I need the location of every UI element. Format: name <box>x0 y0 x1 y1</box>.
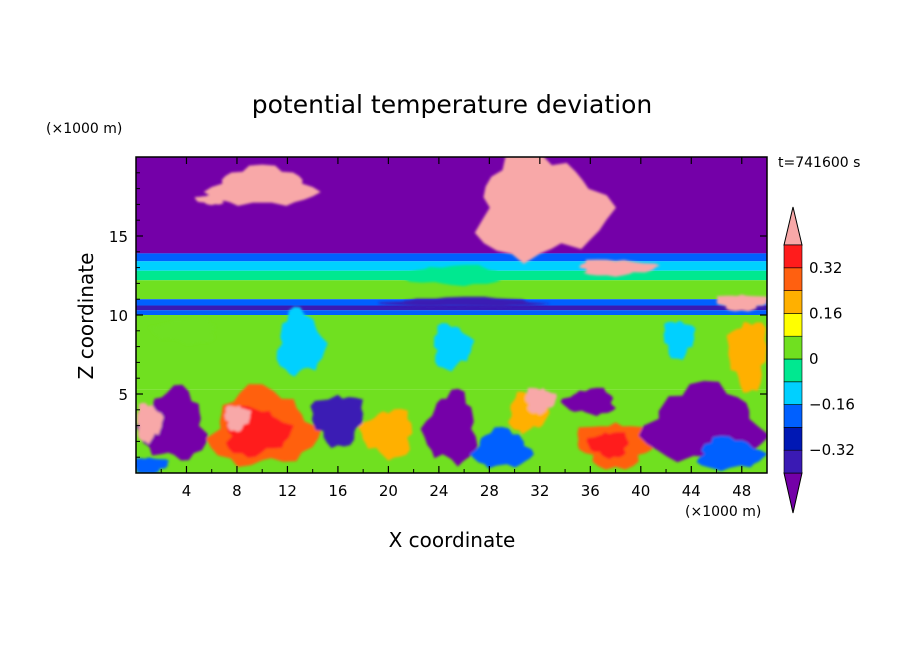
x-unit-label: (×1000 m) <box>685 504 761 520</box>
field-patch-12 <box>136 384 208 461</box>
field-patch-1 <box>474 157 616 264</box>
y-tick-label-1: 10 <box>109 307 128 325</box>
time-label: t=741600 s <box>778 155 860 171</box>
field-patch-26 <box>696 435 767 472</box>
colorbar-segment-8 <box>783 267 803 291</box>
field-patch-17 <box>358 408 413 461</box>
x-tick-label-8: 36 <box>581 482 600 500</box>
field-patch-4 <box>194 195 227 206</box>
field-patch-2 <box>579 259 660 277</box>
field-patch-24 <box>560 387 616 417</box>
field-patch-7 <box>276 306 328 377</box>
colorbar-segment-9 <box>783 244 803 269</box>
field-band-1 <box>136 253 767 262</box>
x-tick-label-4: 20 <box>379 482 398 500</box>
y-unit-label: (×1000 m) <box>46 121 122 137</box>
field-patch-28 <box>136 457 170 473</box>
colorbar-tick-label-0: 0.32 <box>809 259 842 277</box>
x-tick-label-9: 40 <box>631 482 650 500</box>
x-tick-label-2: 12 <box>278 482 297 500</box>
field-patch-19 <box>469 426 534 469</box>
field-patch-8 <box>433 323 475 372</box>
field-patch-15 <box>224 405 252 432</box>
colorbar-segment-3 <box>783 381 803 405</box>
colorbar-max-arrow <box>783 206 803 246</box>
x-tick-label-10: 44 <box>682 482 701 500</box>
field-patch-9 <box>663 320 696 361</box>
colorbar-segment-4 <box>783 358 803 383</box>
colorbar-min-arrow <box>783 472 803 514</box>
field-patch-0 <box>203 164 321 206</box>
field-band-7 <box>136 310 767 315</box>
x-axis: 4 8 12 16 20 24 28 32 36 40 44 48 <box>160 157 751 500</box>
colorbar-tick-label-2: 0 <box>809 350 819 368</box>
colorbar-segment-7 <box>783 290 803 314</box>
y-axis-label: Z coordinate <box>74 253 98 380</box>
field-patch-5 <box>392 264 502 287</box>
field-patch-3 <box>716 294 767 312</box>
field-band-4 <box>136 280 767 300</box>
colorbar: 0.32 0.16 0 −0.16 −0.32 <box>783 206 855 514</box>
colorbar-segment-2 <box>783 404 803 428</box>
colorbar-segment-0 <box>783 449 803 474</box>
field-band-0 <box>136 157 767 254</box>
field-band-6 <box>136 305 767 311</box>
x-axis-label: X coordinate <box>389 528 516 552</box>
colorbar-tick-label-4: −0.32 <box>809 441 855 459</box>
colorbar-segment-5 <box>783 335 803 360</box>
colorbar-tick-label-1: 0.16 <box>809 304 842 322</box>
y-tick-label-0: 5 <box>118 386 128 404</box>
field-patch-16 <box>310 394 364 449</box>
colorbar-tick-label-3: −0.16 <box>809 396 855 414</box>
chart-title: potential temperature deviation <box>252 90 652 119</box>
field-patch-10 <box>726 321 767 393</box>
field-patches <box>136 157 767 473</box>
x-tick-label-1: 8 <box>232 482 242 500</box>
colorbar-segment-6 <box>783 313 803 337</box>
x-tick-label-5: 24 <box>429 482 448 500</box>
field-patch-11 <box>148 317 216 345</box>
field-patch-6 <box>378 296 551 308</box>
x-tick-label-11: 48 <box>732 482 751 500</box>
colorbar-segment-1 <box>783 427 803 451</box>
plot-area <box>136 157 767 473</box>
x-tick-label-6: 28 <box>480 482 499 500</box>
x-tick-label-3: 16 <box>328 482 347 500</box>
x-tick-label-0: 4 <box>182 482 192 500</box>
x-tick-label-7: 32 <box>530 482 549 500</box>
field-patch-23 <box>586 432 629 460</box>
field-patch-27 <box>136 402 164 445</box>
field-patch-18 <box>420 388 478 467</box>
y-axis: 5 10 15 <box>109 172 767 458</box>
y-tick-label-2: 15 <box>109 228 128 246</box>
field-patch-21 <box>525 387 557 415</box>
